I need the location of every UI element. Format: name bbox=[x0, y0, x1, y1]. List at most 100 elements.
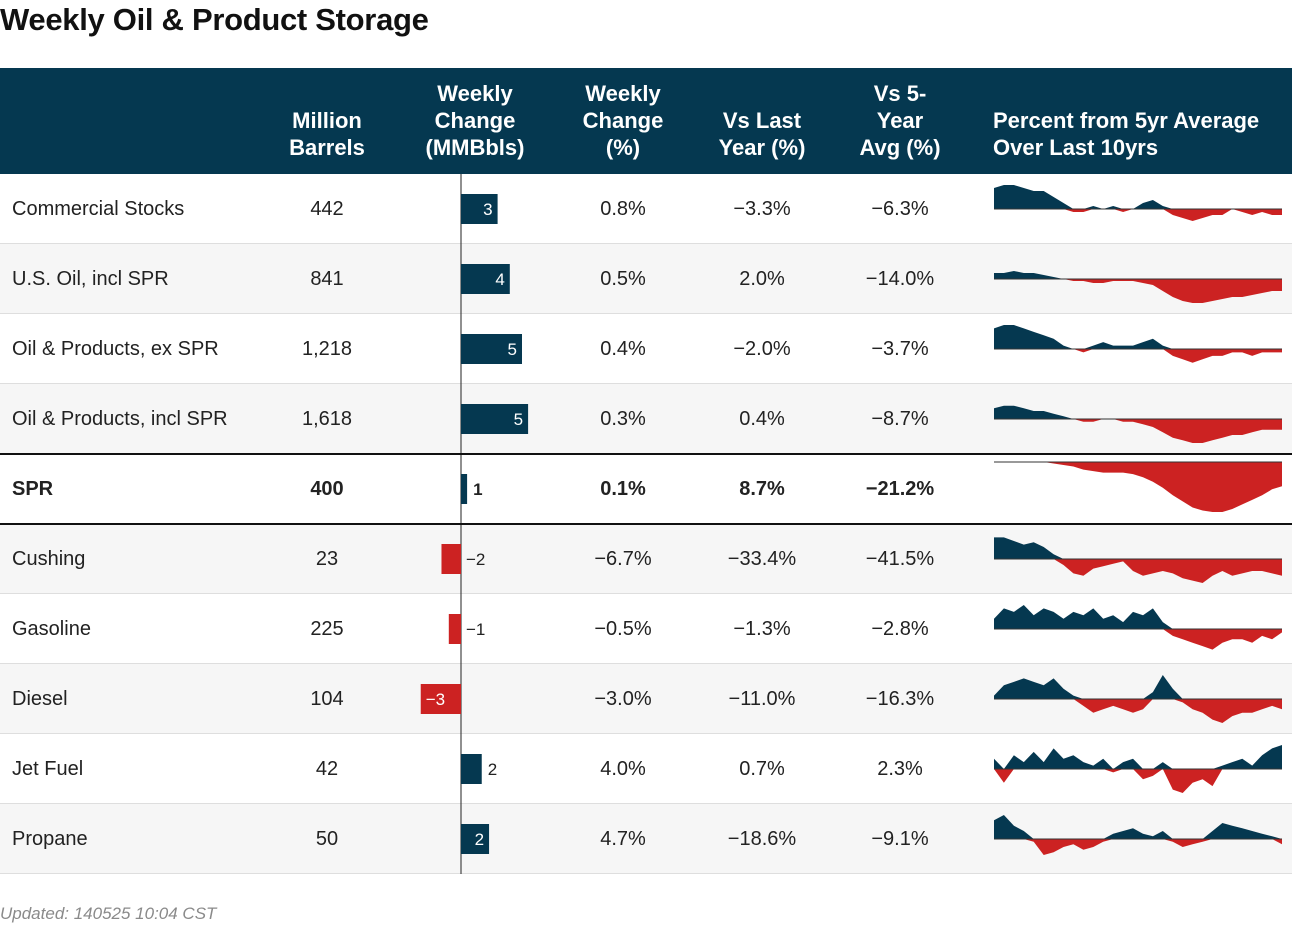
sparkline-negative-area bbox=[994, 769, 1282, 793]
sparkline-positive-area bbox=[994, 325, 1282, 349]
sparkline bbox=[994, 605, 1282, 650]
weekly-change-label: 5 bbox=[514, 410, 523, 429]
row-million-barrels: 1,618 bbox=[301, 407, 353, 430]
table-row: Gasoline 225 −0.5% −1.3% −2.8% bbox=[0, 594, 1292, 664]
row-name: Commercial Stocks bbox=[12, 197, 185, 220]
sparkline-negative-area bbox=[994, 419, 1282, 443]
row-vs-5yr-avg: −6.3% bbox=[871, 197, 929, 220]
table-row: Cushing 23 −6.7% −33.4% −41.5% bbox=[0, 524, 1292, 594]
sparkline-positive-area bbox=[994, 675, 1282, 699]
row-vs-5yr-avg: −2.8% bbox=[871, 617, 929, 640]
table-row: SPR 400 0.1% 8.7% −21.2% bbox=[0, 454, 1292, 524]
sparkline bbox=[994, 185, 1282, 221]
row-name: Oil & Products, ex SPR bbox=[12, 337, 219, 360]
row-million-barrels: 50 bbox=[315, 827, 339, 850]
sparkline-negative-area bbox=[994, 559, 1282, 583]
row-vs-last-year: −11.0% bbox=[728, 687, 796, 710]
row-name: Oil & Products, incl SPR bbox=[12, 407, 228, 430]
sparkline-negative-area bbox=[994, 462, 1282, 512]
sparkline-positive-area bbox=[994, 605, 1282, 629]
sparkline bbox=[994, 405, 1282, 443]
row-name: U.S. Oil, incl SPR bbox=[12, 267, 169, 290]
sparkline-negative-area bbox=[994, 839, 1282, 855]
row-weekly-change-pct: −3.0% bbox=[594, 687, 652, 710]
header-weekly-change: Weekly Change (MMBbls) bbox=[425, 81, 525, 160]
table-header: Million Barrels Weekly Change (MMBbls) W… bbox=[0, 68, 1292, 174]
weekly-change-label: 4 bbox=[495, 270, 504, 289]
row-vs-last-year: −33.4% bbox=[727, 547, 797, 570]
sparkline-positive-area bbox=[994, 185, 1282, 209]
sparkline-positive-area bbox=[994, 745, 1282, 769]
row-vs-5yr-avg: −16.3% bbox=[865, 687, 935, 710]
row-vs-last-year: −2.0% bbox=[733, 337, 791, 360]
sparkline-positive-area bbox=[994, 405, 1282, 419]
table-row: Oil & Products, ex SPR 1,218 0.4% −2.0% −3.7… bbox=[0, 314, 1292, 384]
sparkline-negative-area bbox=[994, 209, 1282, 221]
table-row: Oil & Products, incl SPR 1,618 0.3% 0.4% −8.… bbox=[0, 384, 1292, 454]
row-weekly-change-pct: 0.8% bbox=[600, 197, 646, 220]
table-row: Commercial Stocks 442 0.8% −3.3% −6.3% bbox=[0, 174, 1292, 244]
row-million-barrels: 225 bbox=[310, 617, 344, 640]
row-vs-5yr-avg: −21.2% bbox=[865, 477, 935, 500]
updated-footer: Updated: 140525 10:04 CST bbox=[0, 904, 217, 923]
row-weekly-change-pct: 4.7% bbox=[600, 827, 646, 850]
sparkline bbox=[994, 815, 1282, 855]
sparkline bbox=[994, 461, 1282, 512]
row-vs-5yr-avg: −9.1% bbox=[871, 827, 929, 850]
row-vs-5yr-avg: −3.7% bbox=[871, 337, 929, 360]
weekly-change-label: 5 bbox=[508, 340, 517, 359]
spr-top-separator bbox=[0, 453, 1292, 455]
header-vs-5yr-avg: Vs 5- Year Avg (%) bbox=[859, 81, 941, 160]
row-vs-last-year: −1.3% bbox=[733, 617, 791, 640]
sparkline bbox=[994, 271, 1282, 303]
row-million-barrels: 442 bbox=[310, 197, 344, 220]
sparkline bbox=[994, 325, 1282, 363]
sparkline bbox=[994, 537, 1282, 583]
row-million-barrels: 104 bbox=[310, 687, 344, 710]
row-million-barrels: 42 bbox=[315, 757, 339, 780]
weekly-change-label: 1 bbox=[473, 480, 482, 499]
sparkline-negative-area bbox=[994, 349, 1282, 363]
weekly-change-label: 2 bbox=[475, 830, 484, 849]
row-vs-5yr-avg: −8.7% bbox=[871, 407, 929, 430]
weekly-change-label: 3 bbox=[483, 200, 492, 219]
weekly-change-bar bbox=[420, 684, 461, 714]
header-sparkline: Percent from 5yr Average Over Last 10yrs bbox=[993, 108, 1260, 160]
row-name: Jet Fuel bbox=[12, 757, 84, 780]
table-row: Jet Fuel 42 4.0% 0.7% 2.3% bbox=[0, 734, 1292, 804]
page-title: Weekly Oil & Product Storage bbox=[0, 2, 429, 37]
header-vs-last-year: Vs Last Year (%) bbox=[718, 108, 806, 160]
weekly-change-label: −1 bbox=[466, 620, 485, 639]
spr-bottom-separator bbox=[0, 523, 1292, 525]
row-vs-last-year: 8.7% bbox=[739, 477, 785, 500]
row-million-barrels: 1,218 bbox=[301, 337, 353, 360]
table-row: U.S. Oil, incl SPR 841 0.5% 2.0% −14.0% bbox=[0, 244, 1292, 314]
weekly-change-bar bbox=[448, 614, 461, 644]
weekly-change-bar bbox=[461, 824, 490, 854]
sparkline-positive-area bbox=[994, 537, 1282, 559]
row-name: Diesel bbox=[12, 687, 68, 710]
weekly-change-bar bbox=[461, 264, 510, 294]
weekly-change-bar bbox=[461, 334, 522, 364]
weekly-change-label: 2 bbox=[488, 760, 497, 779]
sparkline bbox=[994, 745, 1282, 793]
header-million-barrels: Million Barrels bbox=[289, 108, 365, 160]
row-weekly-change-pct: 0.5% bbox=[600, 267, 646, 290]
weekly-change-bar bbox=[441, 544, 461, 574]
row-weekly-change-pct: −6.7% bbox=[594, 547, 652, 570]
row-million-barrels: 23 bbox=[315, 547, 339, 570]
header-weekly-change-pct: Weekly Change (%) bbox=[582, 81, 664, 160]
row-weekly-change-pct: 4.0% bbox=[600, 757, 646, 780]
table-row: Diesel 104 −3.0% −11.0% −16.3% bbox=[0, 664, 1292, 734]
sparkline-positive-area bbox=[994, 815, 1282, 839]
row-vs-last-year: 0.7% bbox=[739, 757, 785, 780]
row-weekly-change-pct: −0.5% bbox=[594, 617, 652, 640]
row-million-barrels: 400 bbox=[310, 477, 344, 500]
weekly-change-bar bbox=[461, 194, 498, 224]
sparkline-negative-area bbox=[994, 629, 1282, 650]
row-vs-last-year: −18.6% bbox=[727, 827, 797, 850]
sparkline-positive-area bbox=[994, 271, 1282, 279]
row-weekly-change-pct: 0.4% bbox=[600, 337, 646, 360]
sparkline-negative-area bbox=[994, 699, 1282, 723]
weekly-change-label: −2 bbox=[466, 550, 485, 569]
